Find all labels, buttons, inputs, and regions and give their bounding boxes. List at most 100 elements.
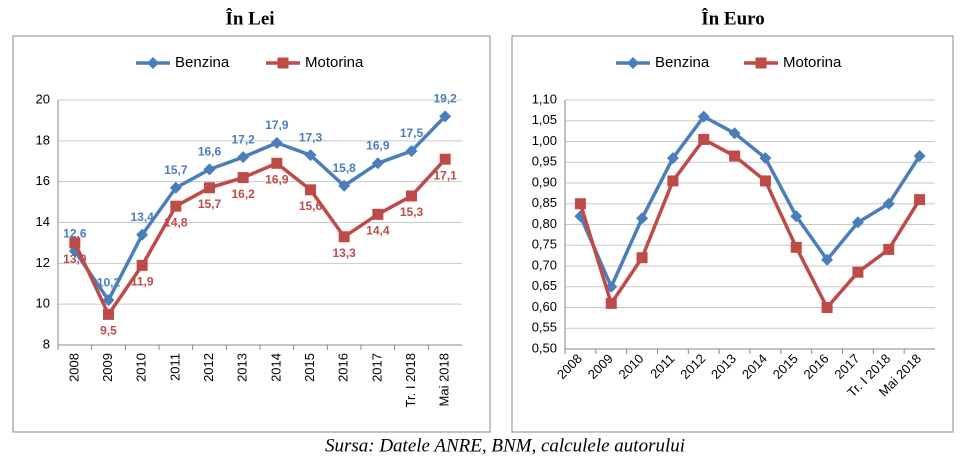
data-label: 13,3 bbox=[332, 246, 356, 260]
x-tick-label: 2016 bbox=[336, 353, 351, 382]
data-label: 15,7 bbox=[198, 197, 222, 211]
data-label: 13,0 bbox=[63, 252, 87, 266]
y-tick-label: 10 bbox=[36, 296, 50, 311]
marker bbox=[136, 228, 149, 241]
y-tick-label: 12 bbox=[36, 255, 50, 270]
data-label: 14,4 bbox=[366, 224, 390, 238]
legend-label: Motorina bbox=[305, 54, 364, 71]
marker bbox=[759, 152, 772, 165]
x-tick-label: 2012 bbox=[201, 353, 216, 382]
series-line bbox=[578, 137, 922, 311]
chart-title: În Lei bbox=[225, 7, 274, 29]
series-line bbox=[73, 158, 447, 318]
y-tick-label: 0,75 bbox=[532, 237, 557, 252]
marker bbox=[169, 181, 182, 194]
x-tick-label: 2013 bbox=[708, 351, 739, 382]
marker bbox=[697, 110, 710, 123]
marker bbox=[271, 157, 283, 169]
y-tick-label: 0,80 bbox=[532, 216, 557, 231]
marker bbox=[203, 163, 216, 176]
data-label: 15,8 bbox=[332, 161, 356, 175]
marker bbox=[372, 208, 384, 220]
marker bbox=[759, 175, 771, 187]
x-tick-label: Mai 2018 bbox=[437, 353, 452, 406]
x-tick-label: 2009 bbox=[100, 353, 115, 382]
marker bbox=[305, 184, 316, 196]
y-tick-label: 18 bbox=[36, 132, 50, 147]
data-label: 16,9 bbox=[265, 172, 289, 186]
marker bbox=[698, 133, 710, 145]
legend-marker bbox=[627, 57, 639, 69]
y-tick-label: 0,55 bbox=[532, 320, 557, 335]
data-label: 16,9 bbox=[366, 138, 390, 152]
x-tick-label: 2008 bbox=[554, 351, 585, 382]
legend-label: Benzina bbox=[655, 54, 710, 71]
data-label: 17,9 bbox=[265, 118, 289, 132]
y-tick-label: 0,50 bbox=[532, 340, 557, 355]
data-label: 12,6 bbox=[63, 226, 87, 240]
x-tick-label: 2010 bbox=[616, 351, 647, 382]
x-tick-label: 2008 bbox=[66, 353, 81, 382]
marker bbox=[851, 216, 864, 229]
legend-marker bbox=[755, 57, 767, 69]
y-tick-label: 0,70 bbox=[532, 257, 557, 272]
data-label: 15,6 bbox=[299, 199, 323, 213]
y-tick-label: 1,10 bbox=[532, 91, 557, 106]
legend-label: Motorina bbox=[783, 54, 842, 71]
legend-marker bbox=[147, 57, 159, 69]
panel-frame bbox=[511, 35, 954, 433]
data-label: 16,2 bbox=[231, 187, 255, 201]
marker bbox=[304, 149, 317, 162]
marker bbox=[338, 231, 350, 243]
x-tick-label: 2017 bbox=[369, 353, 384, 382]
source-note: Sursa: Datele ANRE, BNM, calculele autor… bbox=[325, 435, 685, 456]
marker bbox=[821, 253, 834, 266]
marker bbox=[790, 210, 803, 223]
marker bbox=[821, 302, 833, 313]
marker bbox=[102, 294, 115, 307]
marker bbox=[237, 172, 249, 184]
marker bbox=[439, 110, 452, 123]
x-tick-label: 2015 bbox=[302, 353, 317, 382]
data-label: 15,3 bbox=[400, 205, 424, 219]
marker bbox=[439, 153, 451, 165]
y-tick-label: 0,95 bbox=[532, 154, 557, 169]
legend-marker bbox=[277, 57, 289, 69]
y-tick-label: 8 bbox=[43, 336, 50, 351]
panel-frame bbox=[12, 35, 491, 433]
marker bbox=[69, 237, 81, 249]
marker bbox=[790, 241, 802, 253]
marker bbox=[237, 151, 250, 164]
x-tick-label: 2011 bbox=[167, 353, 182, 381]
marker bbox=[913, 150, 926, 163]
y-tick-label: 0,60 bbox=[532, 299, 557, 314]
marker bbox=[636, 212, 649, 225]
y-tick-label: 1,00 bbox=[532, 133, 557, 148]
x-tick-label: 2014 bbox=[268, 353, 283, 382]
x-tick-label: 2011 bbox=[647, 351, 677, 381]
x-tick-label: 2013 bbox=[235, 353, 250, 382]
marker bbox=[204, 182, 215, 194]
y-tick-label: 1,05 bbox=[532, 112, 557, 127]
data-label: 17,3 bbox=[299, 130, 323, 144]
x-tick-label: Tr. I 2018 bbox=[403, 353, 418, 407]
marker bbox=[136, 259, 148, 271]
series-line bbox=[578, 114, 922, 292]
marker bbox=[270, 136, 283, 149]
y-tick-label: 0,85 bbox=[532, 195, 557, 210]
x-tick-label: 2009 bbox=[585, 351, 616, 382]
marker bbox=[636, 252, 648, 264]
marker bbox=[338, 179, 351, 192]
y-tick-label: 20 bbox=[36, 91, 50, 106]
x-tick-label: 2012 bbox=[677, 351, 708, 382]
marker bbox=[605, 297, 617, 309]
x-tick-label: 2016 bbox=[801, 351, 832, 382]
y-tick-label: 0,90 bbox=[532, 174, 557, 189]
data-label: 9,5 bbox=[100, 324, 117, 338]
y-tick-label: 0,65 bbox=[532, 278, 557, 293]
x-tick-label: 2015 bbox=[770, 351, 801, 382]
data-label: 15,7 bbox=[164, 163, 188, 177]
marker bbox=[883, 243, 895, 255]
marker bbox=[406, 190, 417, 202]
